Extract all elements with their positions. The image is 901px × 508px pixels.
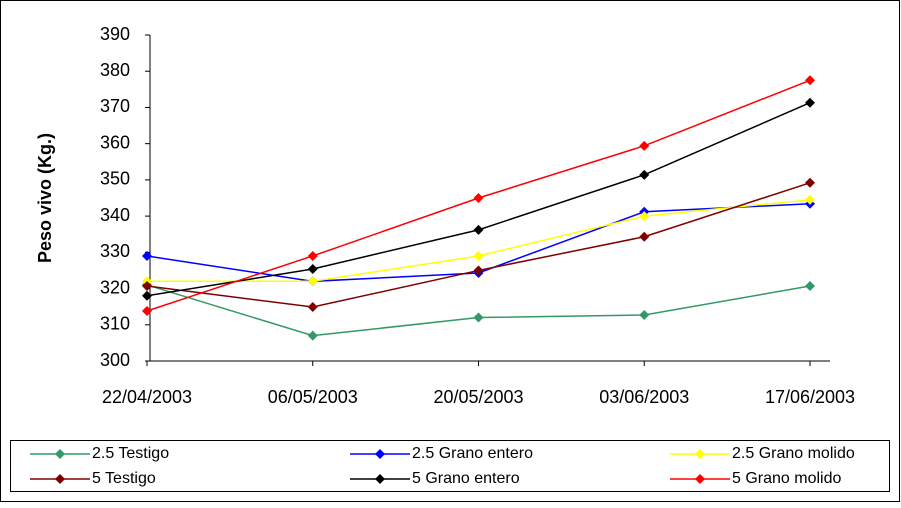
y-tick-label: 300 [100,350,130,370]
data-point [142,281,152,292]
data-point [473,224,484,235]
data-point [142,250,152,261]
y-tick-label: 390 [100,24,130,44]
data-point [639,211,650,222]
x-tick-label: 20/05/2003 [433,387,523,407]
legend-label: 2.5 Testigo [92,445,169,462]
data-point [473,193,484,203]
legend-label: 5 Grano entero [412,470,520,487]
data-point [473,265,484,276]
data-point [473,250,484,261]
data-point [307,276,318,287]
y-tick-label: 350 [100,169,130,189]
legend-box [10,440,890,492]
data-point [307,263,318,274]
legend-marker [55,474,65,484]
data-point [639,231,650,242]
legend-marker [375,449,385,459]
x-tick-label: 17/06/2003 [765,387,855,407]
x-tick-label: 03/06/2003 [599,387,689,407]
legend-label: 2.5 Grano entero [412,445,533,462]
data-point [307,302,318,313]
legend-label: 5 Testigo [92,470,156,487]
y-tick-label: 330 [100,241,130,261]
data-point [639,169,650,180]
data-point [307,330,318,341]
y-tick-label: 370 [100,96,130,116]
y-tick-label: 340 [100,205,130,225]
data-point [805,194,815,205]
legend-marker [375,474,385,484]
data-point [805,177,815,188]
y-tick-label: 310 [100,314,130,334]
data-point [142,290,152,301]
x-tick-label: 22/04/2003 [102,387,192,407]
legend-label: 5 Grano molido [732,470,841,487]
data-point [639,309,650,320]
data-point [639,140,650,151]
data-point [805,75,815,86]
legend-marker [695,474,705,484]
legend-label: 2.5 Grano molido [732,445,855,462]
data-point [307,250,318,261]
data-point [142,306,152,317]
y-axis-title: Peso vivo (Kg.) [35,133,55,263]
y-tick-label: 320 [100,277,130,297]
data-point [805,97,815,108]
x-tick-label: 06/05/2003 [268,387,358,407]
legend-marker [695,449,705,459]
data-point [805,281,815,292]
y-tick-label: 360 [100,132,130,152]
legend: 2.5 Testigo 2.5 Grano entero 2.5 Grano mol… [30,445,855,487]
y-tick-label: 380 [100,60,130,80]
data-point [473,312,484,323]
legend-marker [55,449,65,459]
